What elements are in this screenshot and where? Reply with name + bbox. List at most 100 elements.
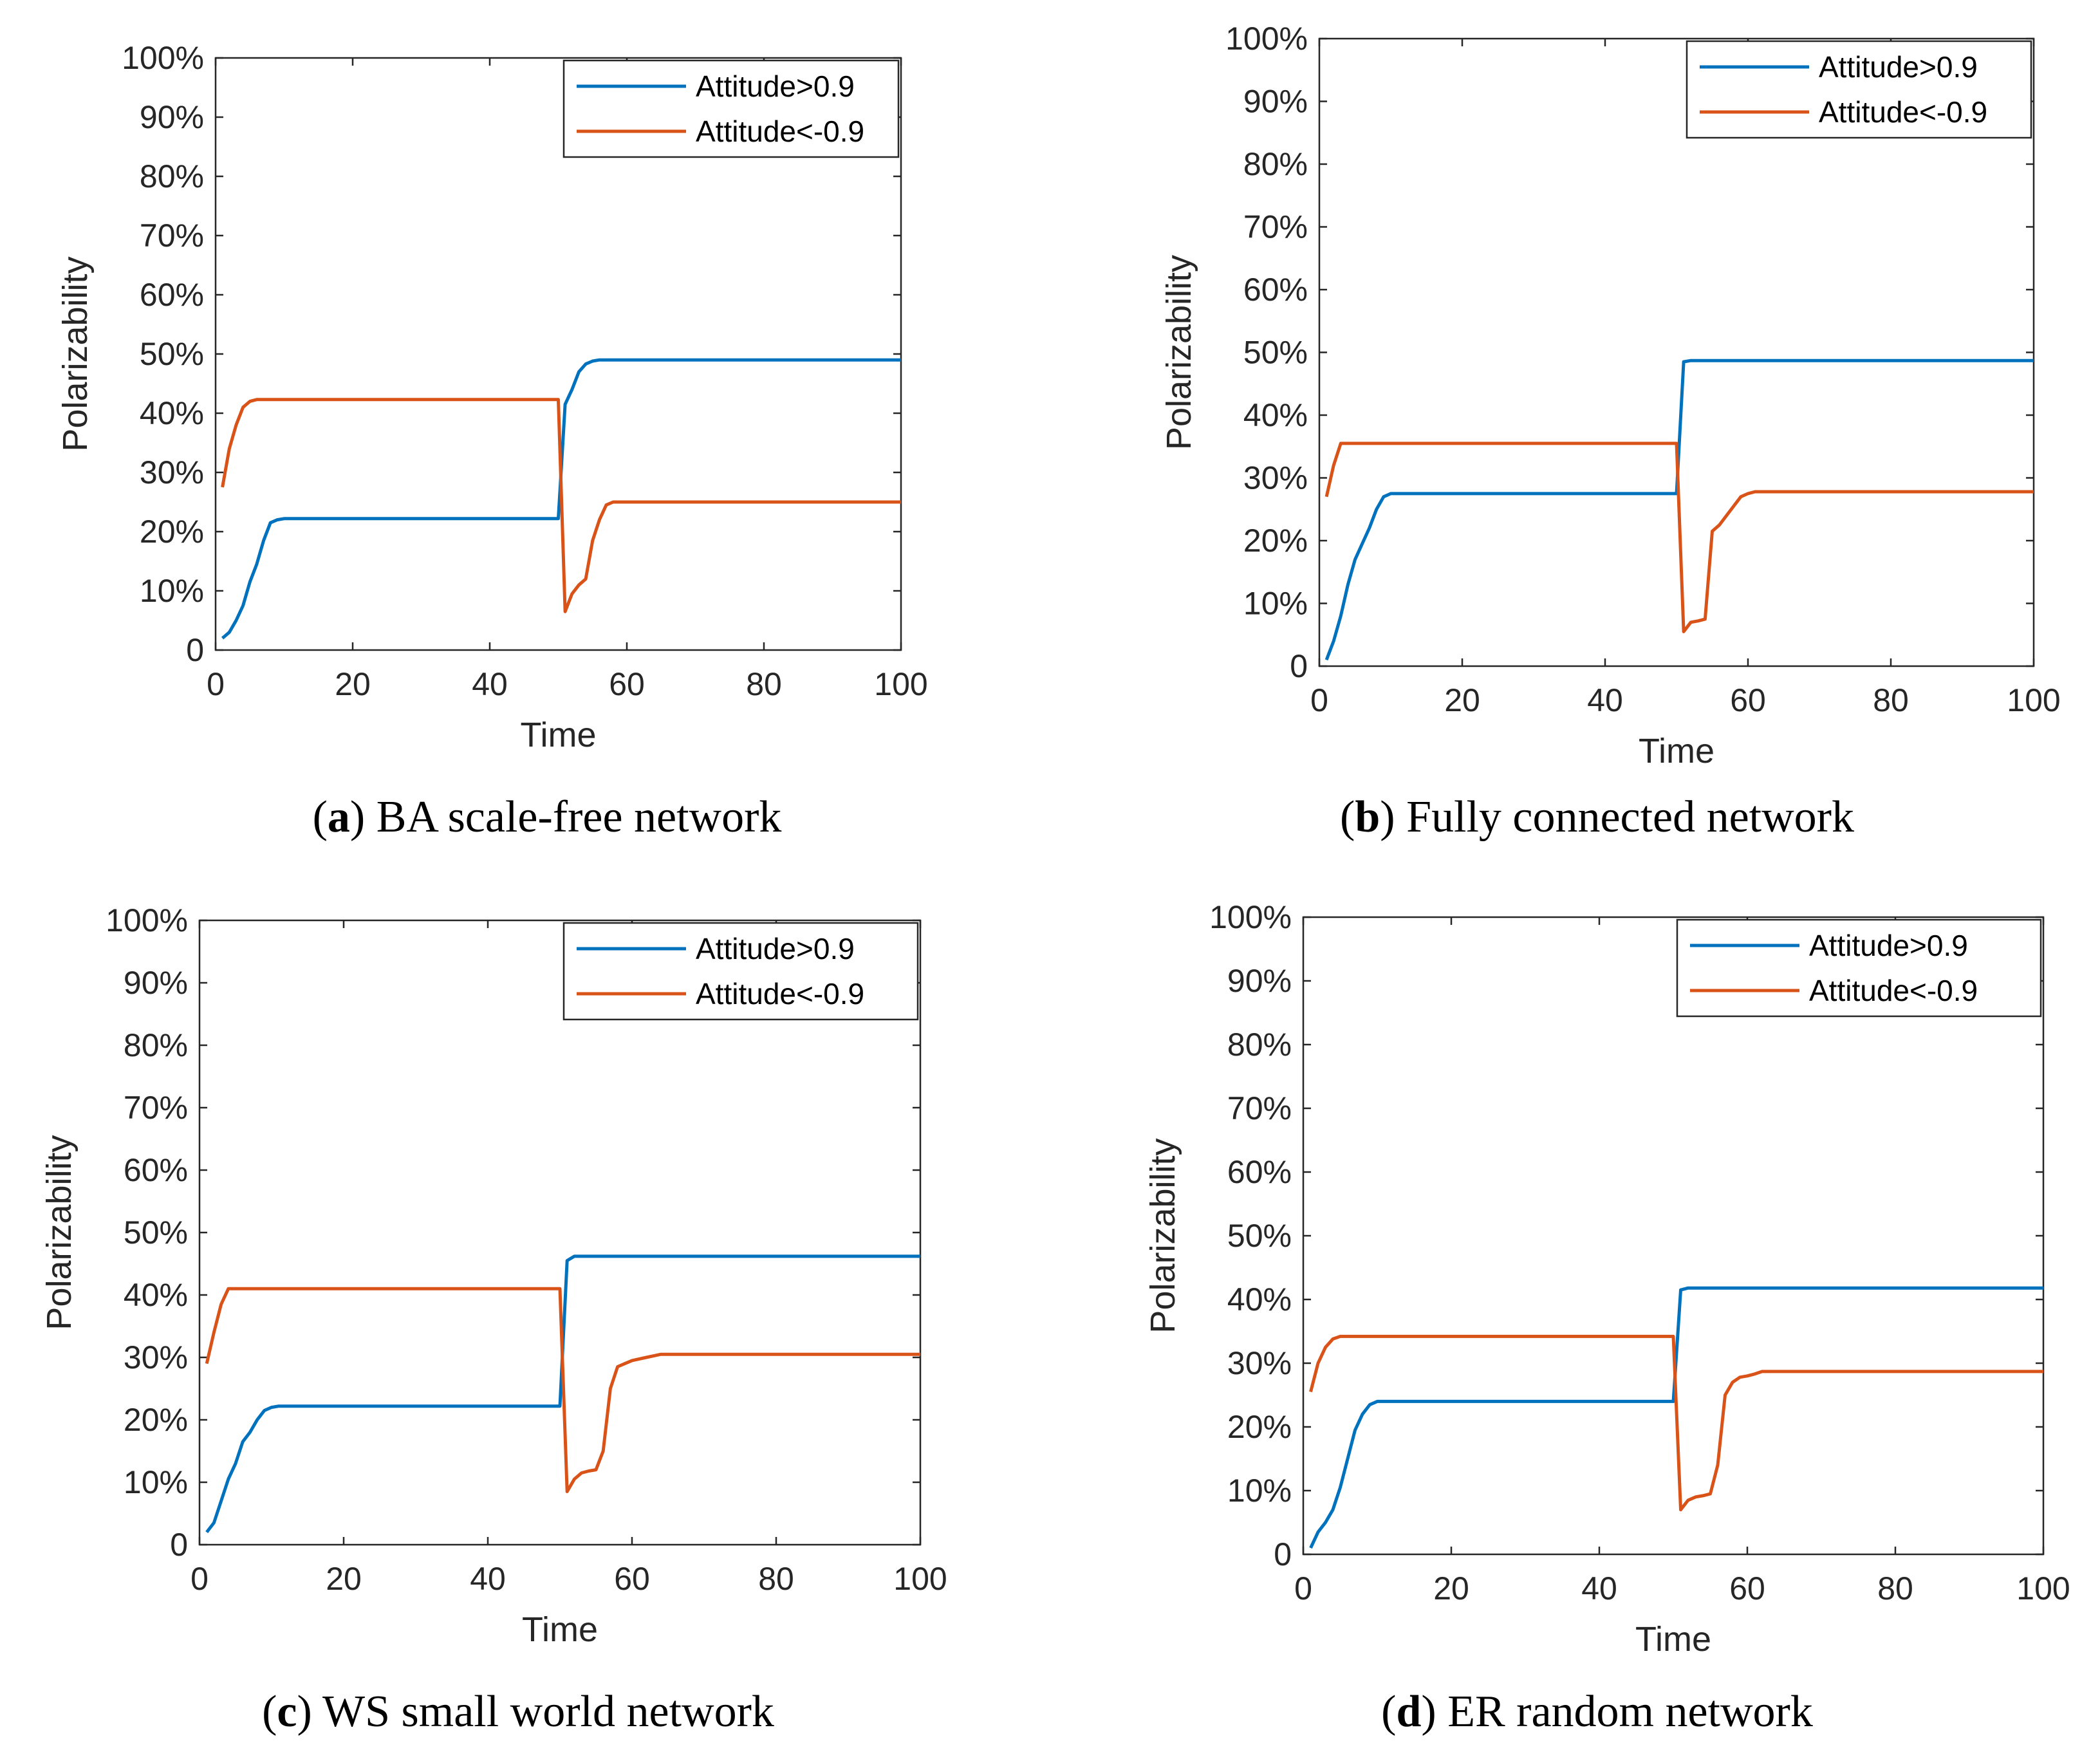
- y-tick-label: 50%: [1227, 1218, 1292, 1254]
- y-tick-label: 40%: [1227, 1281, 1292, 1317]
- legend-label: Attitude>0.9: [1819, 50, 1978, 84]
- y-tick-label: 70%: [140, 218, 204, 254]
- x-tick-label: 0: [1294, 1570, 1312, 1606]
- x-tick-label: 100: [893, 1561, 947, 1597]
- y-tick-label: 30%: [124, 1339, 188, 1375]
- y-axis-title: Polarizability: [1160, 255, 1198, 450]
- y-tick-label: 10%: [140, 573, 204, 609]
- y-tick-label: 60%: [1243, 272, 1308, 308]
- y-tick-label: 90%: [124, 965, 188, 1001]
- legend-label: Attitude>0.9: [1809, 929, 1968, 962]
- chart-d: 0 10% 20% 30% 40% 50% 60% 70% 80% 90% 100% 0 20 40 60 8…: [1144, 899, 2070, 1659]
- x-axis-title: Time: [521, 716, 597, 754]
- y-axis-title: Polarizability: [1144, 1138, 1182, 1333]
- x-tick-label: 0: [1310, 682, 1328, 718]
- y-tick-label: 90%: [1227, 963, 1292, 999]
- x-tick-label: 60: [614, 1561, 650, 1597]
- y-tick-label: 100%: [106, 902, 188, 938]
- chart-a: 0 10% 20% 30% 40% 50% 60% 70% 80% 90% 100% 0 20 40 60 8…: [56, 40, 928, 754]
- x-tick-label: 80: [1873, 682, 1909, 718]
- y-tick-label: 40%: [124, 1277, 188, 1313]
- series-line-attitude-positive: [1324, 358, 2034, 661]
- caption-b: (b) Fully connected network: [1340, 792, 1854, 842]
- caption-d: (d) ER random network: [1381, 1687, 1813, 1736]
- y-tick-label: 70%: [124, 1090, 188, 1126]
- y-tick-label: 100%: [122, 40, 204, 76]
- y-tick-label: 20%: [1227, 1409, 1292, 1445]
- chart-panel-a: 0 10% 20% 30% 40% 50% 60% 70% 80% 90% 100% 0 20 40 60 8…: [39, 32, 952, 766]
- series-line-attitude-negative: [221, 398, 901, 613]
- x-tick-label: 20: [335, 666, 371, 702]
- y-tick-label: 60%: [140, 277, 204, 313]
- series-line-attitude-positive: [1309, 1286, 2043, 1549]
- plot-area: [1318, 37, 2035, 667]
- x-tick-label: 100: [2007, 682, 2060, 718]
- legend-label: Attitude>0.9: [696, 932, 855, 965]
- y-tick-label: 80%: [1227, 1027, 1292, 1063]
- x-tick-label: 80: [758, 1561, 794, 1597]
- y-tick-label: 30%: [140, 454, 204, 490]
- y-axis-title: Polarizability: [40, 1135, 79, 1330]
- y-tick-label: 20%: [1243, 523, 1308, 559]
- x-tick-label: 100: [874, 666, 927, 702]
- y-tick-label: 30%: [1243, 460, 1308, 496]
- x-axis-title: Time: [1635, 1620, 1711, 1659]
- chart-panel-c: 0 10% 20% 30% 40% 50% 60% 70% 80% 90% 100% 0 20 40 60 8…: [19, 891, 965, 1664]
- x-tick-label: 80: [1877, 1570, 1913, 1606]
- legend-label: Attitude>0.9: [696, 70, 855, 103]
- legend-box: [562, 59, 900, 158]
- x-tick-label: 0: [207, 666, 225, 702]
- x-tick-label: 60: [1729, 1570, 1765, 1606]
- y-tick-label: 10%: [1227, 1473, 1292, 1509]
- y-tick-label: 70%: [1227, 1090, 1292, 1126]
- y-tick-label: 60%: [1227, 1154, 1292, 1190]
- y-tick-label: 10%: [124, 1464, 188, 1500]
- y-tick-label: 0: [170, 1527, 188, 1563]
- chart-panel-d: 0 10% 20% 30% 40% 50% 60% 70% 80% 90% 100% 0 20 40 60 8…: [1120, 888, 2085, 1673]
- chart-c: 0 10% 20% 30% 40% 50% 60% 70% 80% 90% 100% 0 20 40 60 8…: [40, 902, 947, 1649]
- y-tick-label: 0: [1274, 1536, 1292, 1572]
- y-tick-label: 10%: [1243, 586, 1308, 622]
- y-tick-label: 0: [186, 632, 204, 668]
- y-tick-label: 40%: [1243, 397, 1308, 433]
- x-tick-label: 20: [1444, 682, 1480, 718]
- x-axis-title: Time: [1639, 732, 1714, 770]
- series-line-attitude-positive: [221, 358, 901, 640]
- y-tick-label: 50%: [140, 336, 204, 372]
- chart-panel-b: 0 10% 20% 30% 40% 50% 60% 70% 80% 90% 100% 0 20 40 60 8…: [1139, 19, 2079, 785]
- legend-label: Attitude<-0.9: [696, 115, 864, 148]
- y-tick-label: 80%: [124, 1027, 188, 1063]
- y-axis-title: Polarizability: [56, 256, 95, 451]
- x-tick-label: 100: [2016, 1570, 2070, 1606]
- series-line-attitude-negative: [1309, 1334, 2043, 1512]
- y-tick-label: 20%: [140, 514, 204, 550]
- plot-area: [198, 919, 922, 1546]
- x-tick-label: 60: [1730, 682, 1766, 718]
- x-tick-label: 20: [326, 1561, 362, 1597]
- chart-b: 0 10% 20% 30% 40% 50% 60% 70% 80% 90% 100% 0 20 40 60 8…: [1160, 21, 2061, 770]
- x-tick-label: 60: [609, 666, 645, 702]
- x-tick-label: 20: [1433, 1570, 1469, 1606]
- x-tick-label: 0: [190, 1561, 209, 1597]
- x-tick-label: 40: [472, 666, 508, 702]
- y-tick-label: 70%: [1243, 209, 1308, 245]
- legend-label: Attitude<-0.9: [696, 977, 864, 1010]
- y-tick-label: 40%: [140, 395, 204, 431]
- x-tick-label: 40: [1587, 682, 1623, 718]
- caption-c: (c) WS small world network: [262, 1687, 774, 1736]
- series-line-attitude-positive: [205, 1254, 920, 1534]
- x-tick-label: 40: [470, 1561, 506, 1597]
- y-tick-label: 80%: [1243, 146, 1308, 182]
- y-tick-label: 60%: [124, 1152, 188, 1188]
- y-tick-label: 20%: [124, 1402, 188, 1438]
- series-line-attitude-negative: [1324, 442, 2034, 633]
- y-tick-label: 90%: [1243, 84, 1308, 120]
- legend-box: [1686, 40, 2032, 139]
- caption-a: (a) BA scale-free network: [312, 792, 782, 842]
- x-tick-label: 80: [746, 666, 782, 702]
- x-tick-label: 40: [1581, 1570, 1617, 1606]
- y-tick-label: 30%: [1227, 1345, 1292, 1381]
- y-tick-label: 50%: [1243, 335, 1308, 371]
- y-tick-label: 100%: [1225, 21, 1308, 57]
- y-tick-label: 0: [1290, 648, 1308, 684]
